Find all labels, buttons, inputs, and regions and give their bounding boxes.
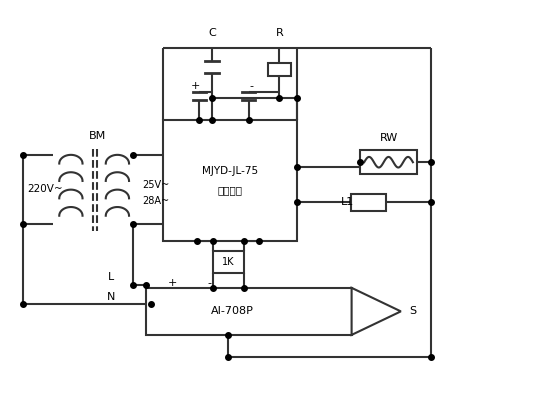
Text: N: N <box>107 292 115 302</box>
Text: C: C <box>208 28 216 38</box>
Bar <box>213 251 244 273</box>
Text: S: S <box>409 307 416 316</box>
Text: 交流模块: 交流模块 <box>217 185 243 195</box>
Text: 1K: 1K <box>222 257 235 267</box>
Text: -: - <box>207 278 211 288</box>
Bar <box>268 63 291 76</box>
Text: 28A~: 28A~ <box>142 196 170 206</box>
Text: L: L <box>108 272 114 282</box>
Text: BM: BM <box>89 131 106 141</box>
Text: -: - <box>250 81 254 91</box>
Text: +: + <box>168 278 177 288</box>
Bar <box>350 194 386 211</box>
Text: R: R <box>276 28 283 38</box>
Text: +: + <box>190 81 200 91</box>
Text: 25V~: 25V~ <box>142 180 170 190</box>
Text: RW: RW <box>379 133 398 143</box>
Bar <box>163 120 297 241</box>
Bar <box>146 288 351 335</box>
Text: AI-708P: AI-708P <box>211 307 254 316</box>
Bar <box>360 150 417 174</box>
Polygon shape <box>351 288 401 335</box>
Text: 220V~: 220V~ <box>28 184 63 194</box>
Text: L1: L1 <box>341 197 354 207</box>
Text: MJYD-JL-75: MJYD-JL-75 <box>202 166 258 176</box>
